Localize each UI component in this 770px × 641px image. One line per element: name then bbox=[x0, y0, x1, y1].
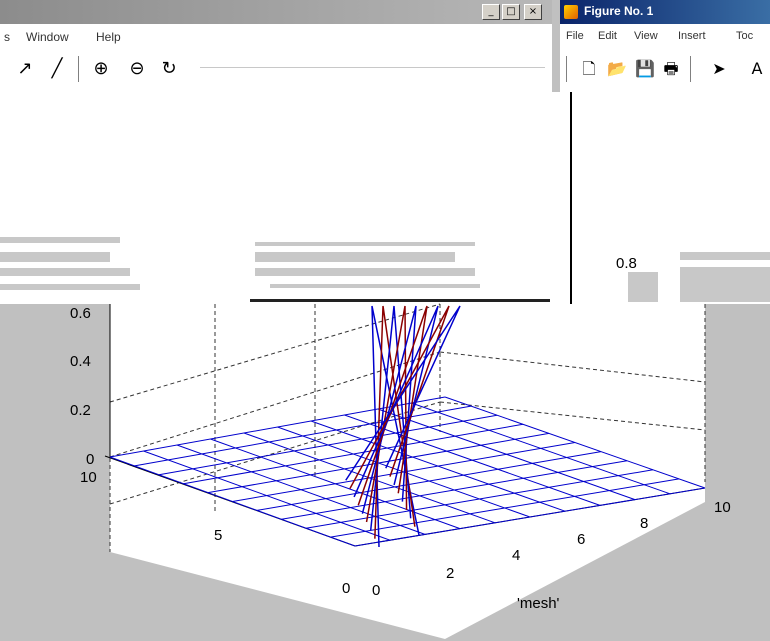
mesh-line-x bbox=[444, 396, 706, 489]
left-window-toolbar: ↗ ╱ ⊕ ⊖ ↻ bbox=[0, 50, 552, 92]
window-split-line bbox=[570, 92, 572, 304]
menu-item-tools[interactable]: Toc bbox=[736, 30, 754, 42]
y-tick-label: 0 bbox=[342, 580, 350, 597]
toolbar-separator bbox=[78, 56, 82, 82]
figure-window-toolbar: 🗋 📂 💾 🖶 ➤ A bbox=[560, 50, 770, 92]
menu-item-window[interactable]: Window bbox=[26, 30, 69, 44]
glitch-horizon-line bbox=[250, 299, 550, 302]
new-file-icon[interactable]: 🗋 bbox=[582, 59, 596, 78]
toolbar-separator bbox=[566, 56, 570, 82]
mesh-spike bbox=[349, 305, 450, 489]
figure-window-menubar: File Edit View Insert Toc bbox=[560, 24, 770, 50]
z-tick-label: 0.2 bbox=[70, 402, 91, 419]
menu-item-help[interactable]: Help bbox=[96, 30, 121, 44]
text-icon[interactable]: A bbox=[751, 59, 763, 78]
x-tick-label: 2 bbox=[446, 565, 454, 582]
line-icon[interactable]: ╱ bbox=[51, 58, 63, 79]
partial-z-tick-label: 0.8 bbox=[616, 255, 637, 272]
mesh-line-x bbox=[310, 420, 566, 512]
left-window-titlebar: _ □ × bbox=[0, 0, 552, 24]
rotate-icon[interactable]: ↻ bbox=[161, 58, 177, 79]
close-button[interactable]: × bbox=[524, 4, 542, 20]
mesh-line-x bbox=[344, 414, 601, 506]
x-tick-label: 0 bbox=[372, 582, 380, 599]
mesh-line-y bbox=[183, 423, 524, 485]
mesh-line-y bbox=[158, 414, 498, 476]
minimize-button[interactable]: _ bbox=[482, 4, 500, 20]
mesh-plot: 0.8 0.6 0.4 0.2 0 bbox=[0, 92, 770, 639]
figure-window-titlebar: Figure No. 1 bbox=[560, 0, 770, 24]
menu-item-file[interactable]: File bbox=[566, 30, 584, 42]
mesh-line-y bbox=[134, 405, 472, 467]
maximize-button[interactable]: □ bbox=[502, 4, 520, 20]
x-tick-label: 8 bbox=[640, 515, 648, 532]
mesh-spikes bbox=[345, 305, 461, 548]
mesh-floor-grid bbox=[109, 396, 706, 547]
x-tick-label: 6 bbox=[577, 531, 585, 548]
menu-item-truncated[interactable]: s bbox=[4, 30, 10, 44]
mesh-line-x bbox=[411, 402, 671, 495]
figure-window-title: Figure No. 1 bbox=[584, 4, 654, 18]
redraw-glitch-bands bbox=[0, 237, 770, 302]
mesh-line-y bbox=[207, 432, 550, 494]
menu-item-edit[interactable]: Edit bbox=[598, 30, 617, 42]
print-icon[interactable]: 🖶 bbox=[663, 59, 679, 78]
save-icon[interactable]: 💾 bbox=[635, 59, 655, 78]
z-tick-label: 0 bbox=[86, 451, 94, 468]
mesh-line-x bbox=[377, 408, 636, 501]
left-window-menubar: s Window Help bbox=[0, 24, 552, 50]
toolbar-separator bbox=[690, 56, 694, 82]
menu-item-view[interactable]: View bbox=[634, 30, 658, 42]
pointer-icon[interactable]: ➤ bbox=[712, 59, 726, 78]
x-tick-label: 10 bbox=[714, 499, 731, 516]
toolbar-divider-line bbox=[200, 67, 545, 68]
arrow-icon[interactable]: ↗ bbox=[17, 58, 33, 79]
open-folder-icon[interactable]: 📂 bbox=[607, 59, 627, 78]
mesh-spike bbox=[345, 305, 461, 481]
y-tick-label: 10 bbox=[80, 469, 97, 486]
figure-axes-region: 0.8 0.6 0.4 0.2 0 bbox=[0, 92, 770, 641]
matlab-logo-icon bbox=[564, 5, 578, 19]
z-tick-label: 0.6 bbox=[70, 305, 91, 322]
zoom-out-icon[interactable]: ⊖ bbox=[129, 58, 145, 79]
y-tick-label: 5 bbox=[214, 527, 222, 544]
menu-item-insert[interactable]: Insert bbox=[678, 30, 706, 42]
x-axis-label: 'mesh' bbox=[517, 595, 560, 612]
x-tick-label: 4 bbox=[512, 547, 520, 564]
mesh-spike bbox=[353, 305, 439, 498]
z-tick-label: 0.4 bbox=[70, 353, 91, 370]
zoom-in-icon[interactable]: ⊕ bbox=[93, 58, 109, 79]
